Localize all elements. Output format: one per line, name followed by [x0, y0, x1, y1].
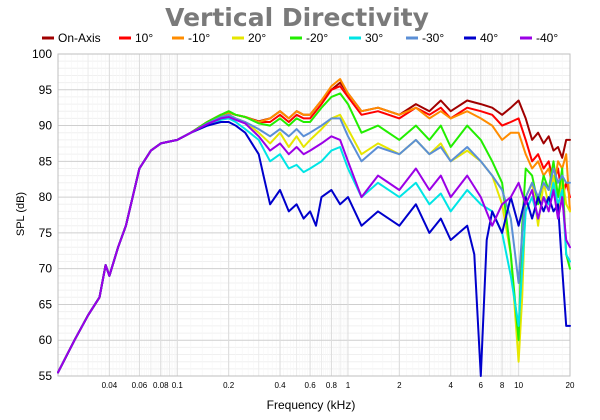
y-tick-label: 95 — [39, 83, 53, 97]
legend-label-1: 10° — [135, 31, 153, 45]
y-tick-label: 85 — [39, 154, 53, 168]
y-tick-label: 65 — [39, 297, 53, 311]
x-axis-ticks: 0.04 0.06 0.08 0.1 0.2 0.4 0.6 0.8 1 2 4 6 8 10 20 — [102, 381, 575, 390]
y-tick-label: 70 — [39, 262, 53, 276]
x-tick-label: 8 — [500, 381, 505, 390]
y-tick-label: 100 — [32, 47, 52, 61]
plot-frame — [57, 53, 571, 377]
x-tick-label: 0.08 — [153, 381, 169, 390]
legend: On-Axis 10° -10° 20° -20° 30° -30° 40° -40° — [42, 31, 558, 45]
legend-label-3: 20° — [248, 31, 266, 45]
x-tick-label: 0.04 — [102, 381, 118, 390]
x-tick-label: 1 — [346, 381, 351, 390]
y-tick-label: 80 — [39, 190, 53, 204]
legend-label-0: On-Axis — [58, 31, 101, 45]
x-tick-label: 20 — [566, 381, 575, 390]
y-tick-label: 75 — [39, 226, 53, 240]
legend-label-8: -40° — [536, 31, 558, 45]
x-tick-label: 6 — [479, 381, 484, 390]
y-tick-label: 60 — [39, 333, 53, 347]
x-tick-label: 0.2 — [223, 381, 235, 390]
legend-label-2: -10° — [188, 31, 210, 45]
x-tick-label: 4 — [448, 381, 453, 390]
legend-label-5: 30° — [365, 31, 383, 45]
x-tick-label: 0.4 — [274, 381, 286, 390]
y-axis-label: SPL (dB) — [15, 192, 27, 236]
legend-label-7: 40° — [480, 31, 498, 45]
y-axis-ticks: 55 60 65 70 75 80 85 90 95 100 — [32, 47, 52, 383]
x-tick-label: 0.1 — [172, 381, 184, 390]
series-line-8 — [57, 116, 571, 374]
x-tick-label: 0.06 — [132, 381, 148, 390]
legend-label-6: -30° — [422, 31, 444, 45]
x-tick-label: 2 — [397, 381, 402, 390]
x-tick-label: 0.8 — [326, 381, 338, 390]
x-tick-label: 10 — [514, 381, 523, 390]
chart-title: Vertical Directivity — [165, 3, 429, 32]
y-tick-label: 90 — [39, 119, 53, 133]
x-axis-label: Frequency (kHz) — [267, 398, 356, 412]
series-lines — [57, 78, 571, 377]
y-tick-label: 55 — [39, 369, 53, 383]
x-tick-label: 0.6 — [305, 381, 317, 390]
legend-label-4: -20° — [306, 31, 328, 45]
